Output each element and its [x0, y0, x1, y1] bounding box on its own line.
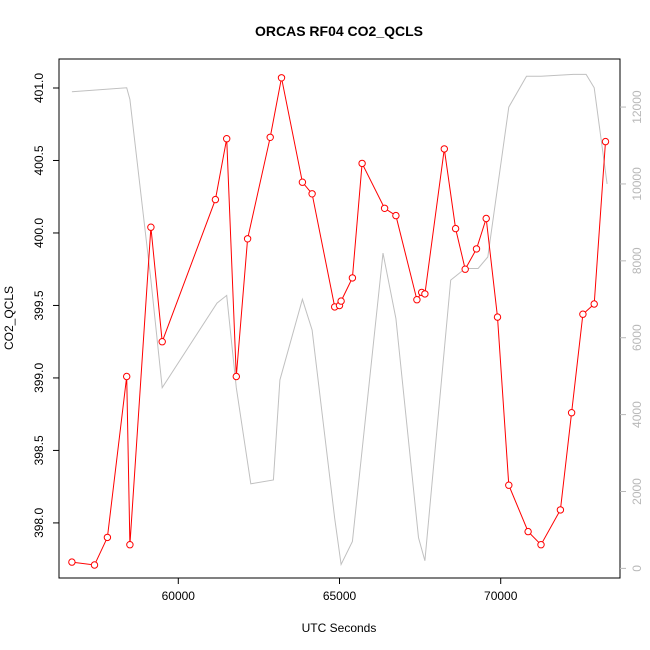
data-point — [147, 223, 155, 231]
data-point — [126, 541, 134, 549]
series-line-co2 — [71, 77, 606, 566]
y-tick-label-left: 399.5 — [32, 290, 46, 320]
y-tick-label-right: 0 — [630, 565, 644, 572]
chart-title: ORCAS RF04 CO2_QCLS — [255, 23, 423, 39]
x-tick-label: 70000 — [484, 589, 518, 603]
data-point — [266, 133, 274, 142]
data-point — [482, 214, 490, 223]
x-tick-label: 60000 — [162, 589, 196, 603]
data-point — [277, 74, 286, 82]
data-point — [461, 265, 469, 273]
y-tick-label-right: 2000 — [630, 478, 644, 505]
data-point — [123, 372, 131, 381]
x-axis-label: UTC Seconds — [302, 621, 377, 635]
data-point — [440, 145, 448, 153]
data-point — [103, 533, 112, 542]
data-point — [451, 224, 460, 233]
data-point — [158, 338, 166, 346]
data-point — [348, 274, 357, 282]
series-line-right-axis — [71, 73, 608, 567]
data-point — [90, 561, 99, 569]
y-tick-label-left: 398.0 — [32, 508, 46, 538]
data-point — [232, 372, 241, 381]
y-tick-label-left: 399.0 — [32, 363, 46, 393]
data-point — [537, 541, 545, 549]
y-tick-label-right: 12000 — [630, 90, 644, 124]
x-axis: 60000 65000 70000 — [162, 578, 518, 603]
plot-area — [58, 58, 621, 579]
data-point — [421, 290, 429, 298]
data-point — [524, 527, 532, 536]
data-point — [380, 204, 389, 213]
y-tick-label-left: 401.0 — [32, 73, 46, 103]
y-tick-label-left: 400.0 — [32, 218, 46, 248]
data-point — [243, 235, 252, 243]
y-tick-label-left: 400.5 — [32, 145, 46, 175]
data-point — [211, 195, 220, 204]
data-point — [298, 178, 307, 186]
y-axis-left: 398.0 398.5 399.0 399.5 400.0 400.5 401.0 — [32, 73, 59, 538]
y-axis-label: CO2_QCLS — [2, 286, 16, 350]
data-point — [68, 558, 76, 566]
data-point — [308, 190, 316, 198]
y-tick-label-left: 398.5 — [32, 435, 46, 465]
y-tick-label-right: 4000 — [630, 401, 644, 428]
data-point — [358, 159, 366, 168]
y-tick-label-right: 6000 — [630, 324, 644, 351]
data-point — [472, 245, 481, 253]
plot-frame — [58, 58, 621, 579]
data-point — [601, 137, 610, 146]
data-point — [556, 506, 565, 514]
data-point — [505, 481, 513, 489]
data-point — [590, 300, 598, 308]
data-point — [413, 296, 421, 304]
data-point — [493, 313, 502, 321]
data-point — [579, 310, 587, 318]
data-point — [337, 297, 345, 305]
data-point — [392, 211, 400, 220]
y-tick-label-right: 10000 — [630, 167, 644, 201]
data-point — [567, 409, 576, 417]
data-point — [223, 135, 231, 143]
y-tick-label-right: 8000 — [630, 247, 644, 274]
x-tick-label: 65000 — [323, 589, 357, 603]
y-axis-right: 0 2000 4000 6000 8000 10000 12000 — [620, 90, 644, 572]
